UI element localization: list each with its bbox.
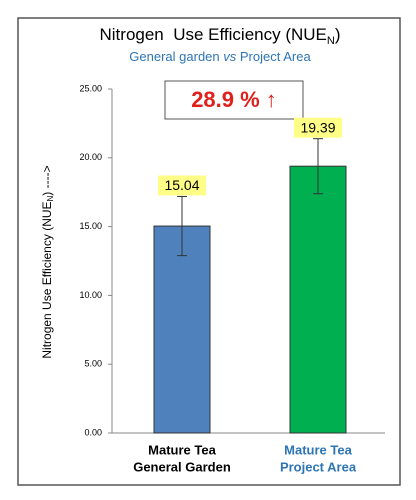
y-tick-label: 5.00 [84,359,102,369]
value-label-box [158,175,206,196]
y-tick-label: 0.00 [84,427,102,437]
value-label: 15.04 [164,177,199,193]
y-label-text: Nitrogen Use Efficiency (NUE [40,201,54,358]
annotation: 28.9 % ↑ [191,87,277,112]
annotation-box [164,80,304,120]
bar [153,225,211,434]
y-label-subscript: N [46,195,55,201]
value-label: 19.39 [300,119,335,135]
subtitle-text: General garden [129,49,223,64]
y-label-text: ) ----> [40,165,54,195]
y-axis-label: Nitrogen Use Efficiency (NUEN) ----> [40,165,55,358]
x-tick-label: Project Area [280,459,357,474]
subtitle-text: vs [223,49,237,64]
x-tick-label: Mature Tea [148,442,216,457]
value-label-box [294,117,342,138]
y-tick-label: 20.00 [79,152,102,162]
y-tick-label: 25.00 [79,83,102,93]
y-tick-label: 10.00 [79,290,102,300]
x-tick-label: General Garden [133,459,231,474]
title-text: ) [335,25,341,44]
chart-subtitle: General garden vs Project Area [129,49,311,64]
y-tick-label: 15.00 [79,221,102,231]
subtitle-text: Project Area [236,49,311,64]
bar [289,165,347,434]
x-tick-label: Mature Tea [284,442,352,457]
title-subscript: N [327,35,335,47]
title-text: Nitrogen Use Efficiency (NUE [100,25,327,44]
chart-title: Nitrogen Use Efficiency (NUEN) [100,25,341,46]
